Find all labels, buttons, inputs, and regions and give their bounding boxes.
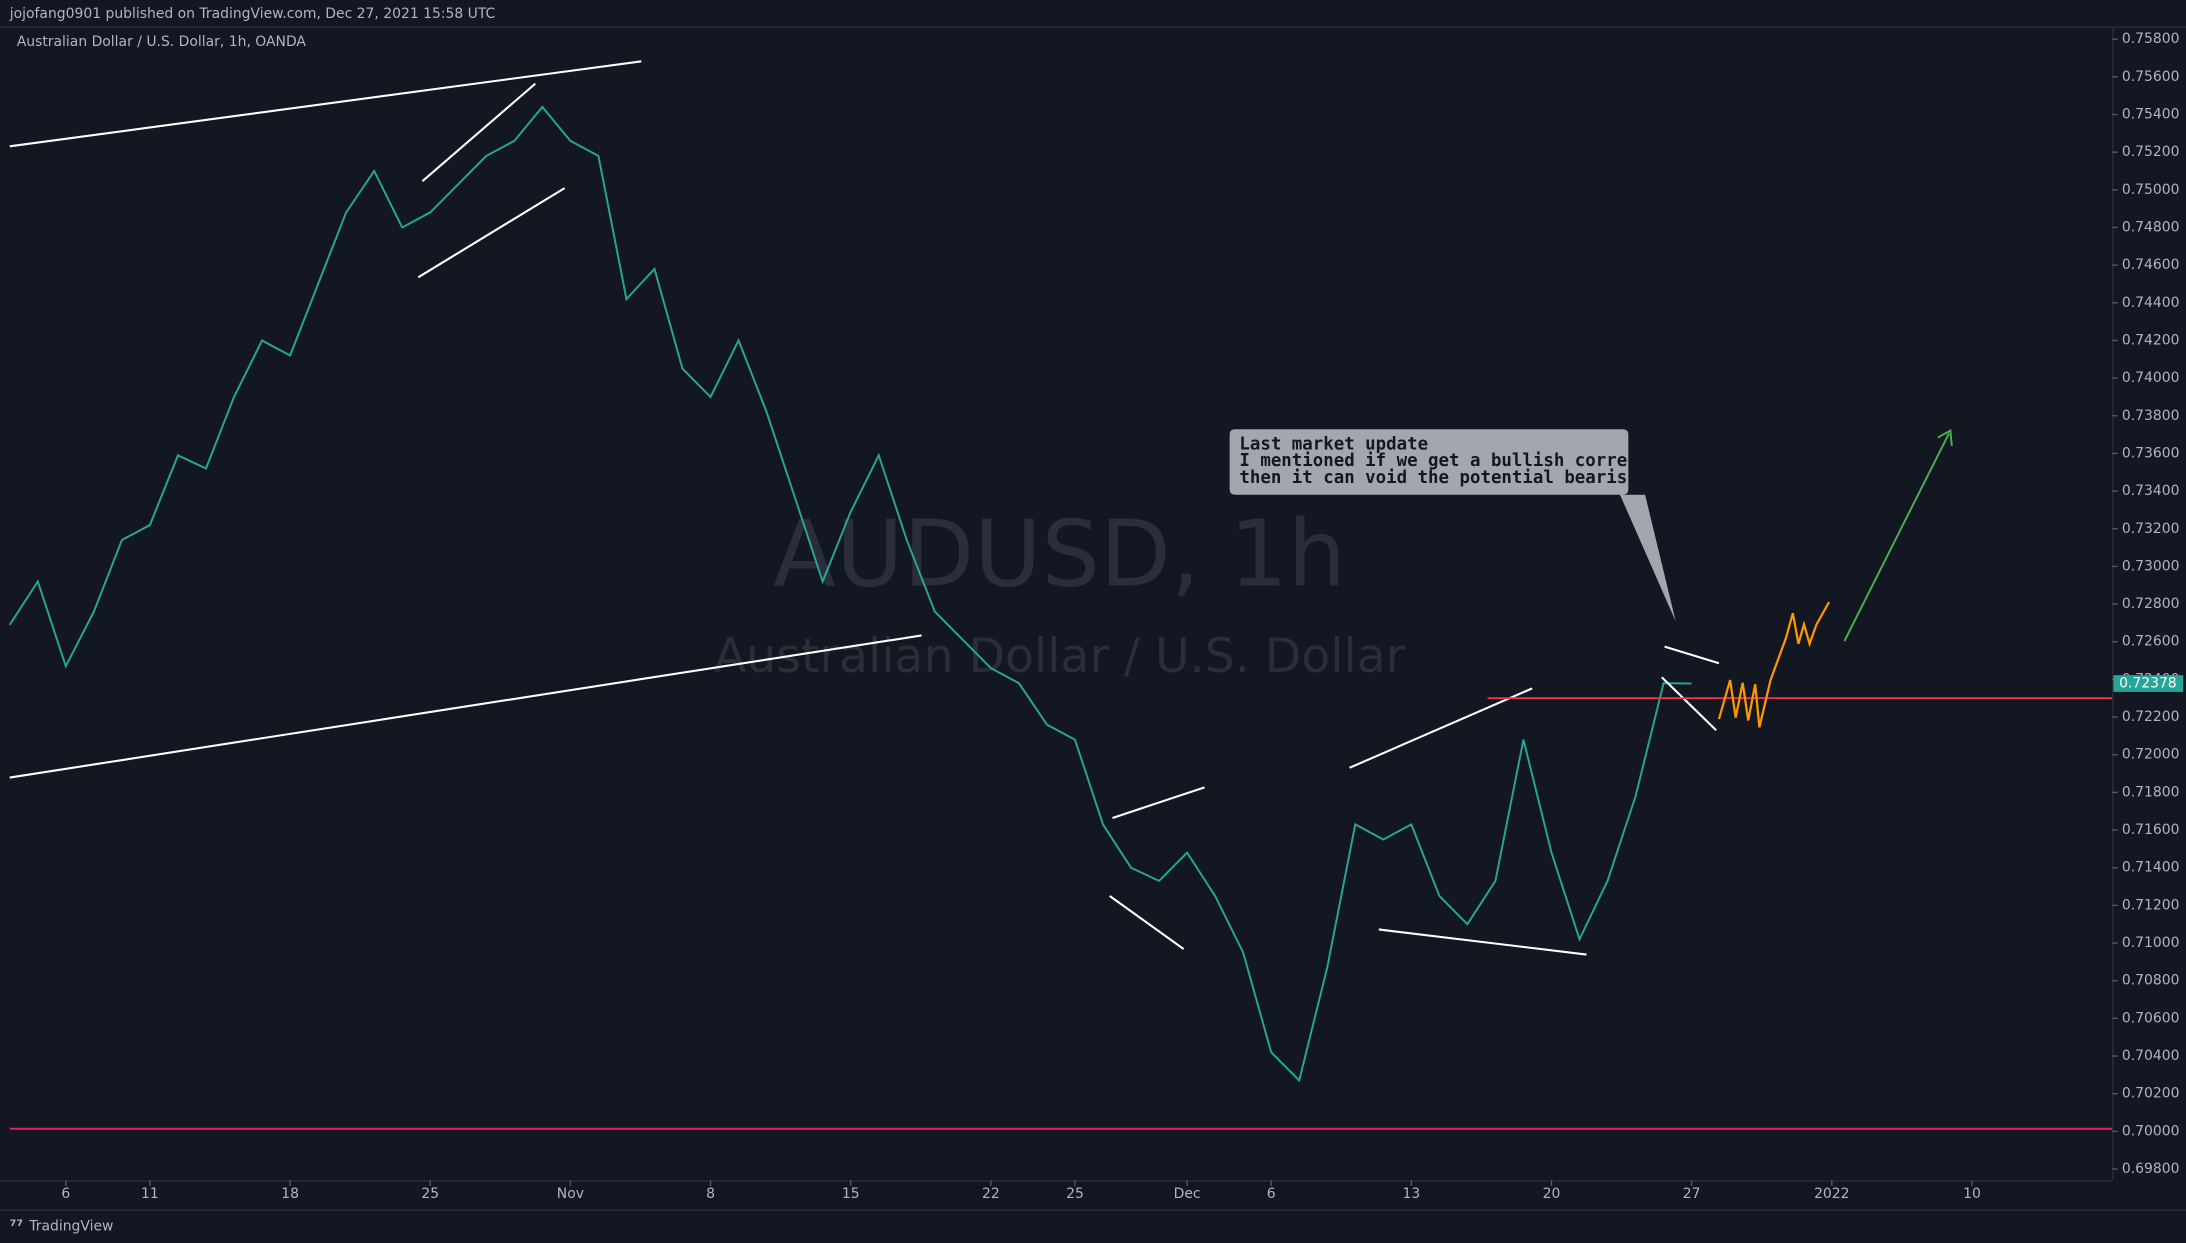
y-tick-label: 0.74000: [2122, 370, 2180, 386]
x-tick-label: 2022: [1814, 1186, 1849, 1202]
x-tick-label: 10: [1963, 1186, 1981, 1202]
x-tick-label: 25: [421, 1186, 439, 1202]
x-tick-label: 25: [1066, 1186, 1084, 1202]
trend-line: [1349, 687, 1533, 769]
last-price-tag: [2113, 675, 2184, 692]
x-tick-label: 8: [706, 1186, 715, 1202]
y-tick-label: 0.72600: [2122, 634, 2180, 650]
y-tick-label: 0.70600: [2122, 1010, 2180, 1026]
callout-line: I mentioned if we get a bullish correcti…: [1239, 451, 1679, 471]
y-tick-label: 0.74600: [2122, 257, 2180, 273]
y-tick-label: 0.70800: [2122, 973, 2180, 989]
y-tick-label: 0.70000: [2122, 1123, 2180, 1139]
trend-line: [1661, 676, 1717, 731]
x-tick-label: Dec: [1174, 1186, 1201, 1202]
y-tick-label: 0.73000: [2122, 558, 2180, 574]
y-tick-label: 0.71000: [2122, 935, 2180, 951]
y-tick-label: 0.74400: [2122, 295, 2180, 311]
projection-arrow: [1843, 429, 1953, 642]
callout-line: then it can void the potential bearish v…: [1239, 468, 1690, 488]
y-tick-label: 0.75000: [2122, 182, 2180, 198]
x-tick-label: 27: [1683, 1186, 1701, 1202]
trend-line: [1112, 786, 1205, 819]
callout-line: Last market update: [1239, 435, 1428, 455]
x-tick-label: 11: [141, 1186, 159, 1202]
y-tick-label: 0.70400: [2122, 1048, 2180, 1064]
projection-path: [1717, 601, 1831, 728]
trend-line: [9, 634, 922, 779]
y-tick-label: 0.73400: [2122, 483, 2180, 499]
trend-lines: [9, 60, 1720, 956]
y-tick-label: 0.73600: [2122, 445, 2180, 461]
trend-line: [417, 187, 566, 279]
y-tick-label: 0.70200: [2122, 1086, 2180, 1102]
y-tick-label: 0.73200: [2122, 521, 2180, 537]
y-tick-label: 0.69800: [2122, 1161, 2180, 1177]
x-tick-label: 6: [61, 1186, 70, 1202]
plot: [8, 105, 1692, 1083]
y-tick-label: 0.71600: [2122, 822, 2180, 838]
x-tick-label: Nov: [557, 1186, 584, 1202]
trend-line: [1378, 928, 1587, 956]
watermark: AUDUSD, 1h: [773, 501, 1346, 608]
y-tick-label: 0.75200: [2122, 144, 2180, 160]
trend-line: [1109, 895, 1185, 950]
callout-box: [1229, 429, 1676, 622]
price-line: [8, 105, 1692, 1083]
y-tick-label: 0.74200: [2122, 332, 2180, 348]
y-tick-label: 0.75600: [2122, 69, 2180, 85]
y-tick-label: 0.72800: [2122, 596, 2180, 612]
footer-logo: ⁷⁷: [10, 1217, 23, 1235]
x-tick-label: 15: [842, 1186, 860, 1202]
y-tick-label: 0.71200: [2122, 897, 2180, 913]
y-tick-label: 0.72200: [2122, 709, 2180, 725]
chart-title: Australian Dollar / U.S. Dollar, 1h, OAN…: [17, 34, 307, 50]
x-tick-label: 22: [982, 1186, 1000, 1202]
last-price-label: 0.72378: [2119, 676, 2177, 692]
y-tick-label: 0.75400: [2122, 106, 2180, 122]
x-tick-label: 20: [1543, 1186, 1561, 1202]
trend-line: [1664, 645, 1720, 665]
y-tick-label: 0.75800: [2122, 31, 2180, 47]
watermark-subtitle: Australian Dollar / U.S. Dollar: [714, 629, 1406, 684]
trend-line: [9, 60, 642, 148]
x-tick-label: 13: [1402, 1186, 1420, 1202]
header: jojofang0901 published on TradingView.co…: [9, 6, 496, 22]
footer-logo-text: TradingView: [28, 1218, 113, 1234]
y-tick-label: 0.72000: [2122, 747, 2180, 763]
y-tick-label: 0.73800: [2122, 408, 2180, 424]
trend-line: [421, 82, 537, 182]
x-tick-label: 6: [1267, 1186, 1276, 1202]
y-tick-label: 0.71400: [2122, 860, 2180, 876]
y-tick-label: 0.71800: [2122, 784, 2180, 800]
x-tick-label: 18: [281, 1186, 299, 1202]
y-tick-label: 0.74800: [2122, 219, 2180, 235]
callout: Last market update I mentioned if we get…: [1229, 429, 1691, 622]
